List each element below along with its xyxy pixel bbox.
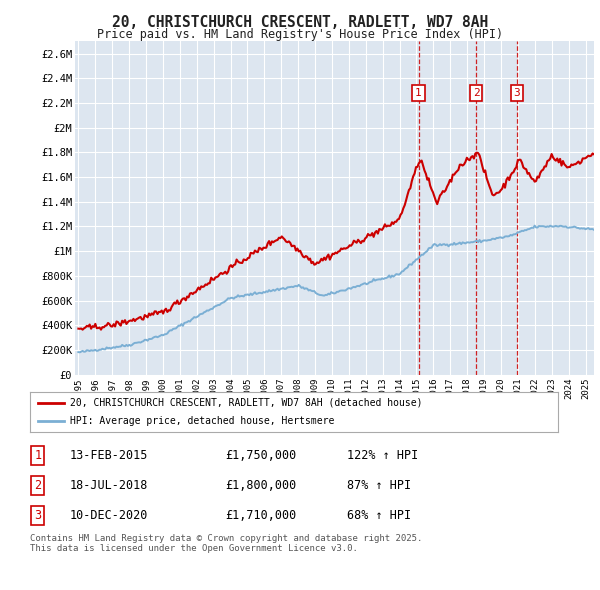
Text: 87% ↑ HPI: 87% ↑ HPI (347, 478, 411, 492)
Text: Price paid vs. HM Land Registry's House Price Index (HPI): Price paid vs. HM Land Registry's House … (97, 28, 503, 41)
Text: 20, CHRISTCHURCH CRESCENT, RADLETT, WD7 8AH (detached house): 20, CHRISTCHURCH CRESCENT, RADLETT, WD7 … (70, 398, 422, 408)
Text: 10-DEC-2020: 10-DEC-2020 (70, 509, 148, 522)
Text: 13-FEB-2015: 13-FEB-2015 (70, 448, 148, 461)
Text: 122% ↑ HPI: 122% ↑ HPI (347, 448, 418, 461)
Text: HPI: Average price, detached house, Hertsmere: HPI: Average price, detached house, Hert… (70, 416, 334, 426)
Text: 3: 3 (514, 88, 520, 98)
Text: 1: 1 (415, 88, 422, 98)
Text: 2: 2 (473, 88, 480, 98)
Text: 1: 1 (34, 448, 41, 461)
Text: £1,800,000: £1,800,000 (226, 478, 296, 492)
Text: £1,750,000: £1,750,000 (226, 448, 296, 461)
Text: 2: 2 (34, 478, 41, 492)
Text: Contains HM Land Registry data © Crown copyright and database right 2025.
This d: Contains HM Land Registry data © Crown c… (30, 534, 422, 553)
Text: 18-JUL-2018: 18-JUL-2018 (70, 478, 148, 492)
Text: 3: 3 (34, 509, 41, 522)
Text: 20, CHRISTCHURCH CRESCENT, RADLETT, WD7 8AH: 20, CHRISTCHURCH CRESCENT, RADLETT, WD7 … (112, 15, 488, 30)
Text: £1,710,000: £1,710,000 (226, 509, 296, 522)
Text: 68% ↑ HPI: 68% ↑ HPI (347, 509, 411, 522)
